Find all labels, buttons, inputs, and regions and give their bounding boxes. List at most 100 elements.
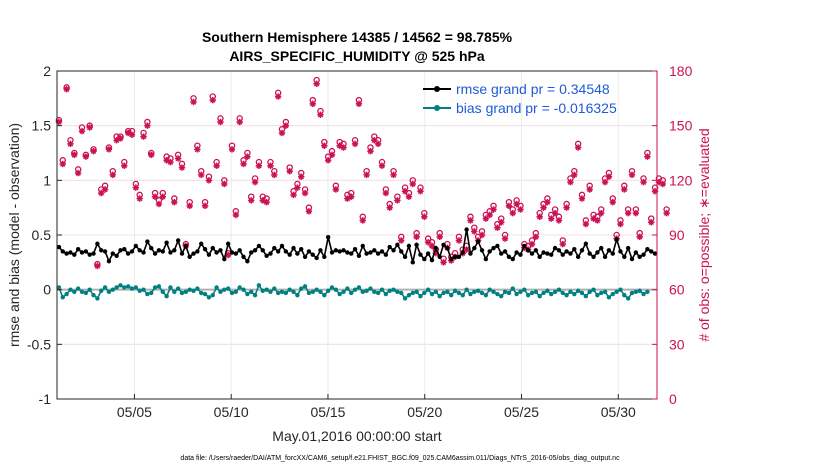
obs-evaluated-point	[363, 171, 370, 179]
rmse-point	[125, 251, 131, 256]
bias-point	[249, 289, 254, 295]
rmse-point	[56, 244, 62, 250]
rmse-point	[645, 247, 650, 252]
bias-point	[583, 294, 589, 299]
rmse-point	[445, 245, 450, 251]
obs-evaluated-point	[90, 147, 97, 155]
rmse-point	[387, 244, 392, 250]
bias-point	[372, 289, 377, 295]
rmse-point	[106, 259, 112, 264]
rmse-point	[383, 252, 389, 257]
rmse-point	[502, 249, 508, 254]
obs-evaluated-point	[217, 118, 224, 126]
obs-evaluated-point	[640, 178, 647, 186]
obs-evaluated-point	[78, 127, 86, 135]
obs-evaluated-point	[313, 80, 320, 87]
rmse-point	[318, 248, 323, 253]
bias-point	[452, 288, 458, 293]
obs-evaluated-point	[159, 193, 166, 200]
rmse-point	[199, 241, 204, 246]
obs-evaluated-point	[305, 208, 313, 215]
bias-point	[568, 289, 573, 295]
rmse-point	[468, 251, 473, 256]
rmse-point	[541, 250, 546, 255]
bias-point	[375, 290, 381, 296]
rmse-point	[552, 245, 558, 251]
rmse-point	[418, 252, 423, 257]
obs-evaluated-point	[317, 111, 324, 118]
rmse-point	[633, 250, 639, 255]
x-tick-label: 05/10	[214, 404, 249, 420]
rmse-point	[495, 243, 500, 249]
rmse-point	[306, 249, 312, 254]
bias-point	[218, 289, 223, 295]
obs-evaluated-point	[398, 237, 405, 244]
rmse-point	[210, 245, 215, 251]
rmse-point	[422, 256, 427, 262]
bias-point	[333, 287, 339, 292]
bias-point	[464, 287, 469, 292]
obs-evaluated-point	[501, 235, 509, 242]
obs-evaluated-point	[109, 171, 116, 179]
obs-evaluated-point	[544, 199, 551, 206]
obs-evaluated-point	[309, 100, 316, 107]
obs-evaluated-point	[355, 100, 363, 107]
bias-point	[602, 289, 608, 295]
rmse-point	[79, 250, 85, 255]
rmse-point	[399, 249, 404, 254]
obs-evaluated-point	[148, 151, 155, 159]
rmse-point	[118, 248, 123, 253]
rmse-point	[410, 260, 415, 265]
bias-point	[525, 292, 531, 298]
obs-evaluated-point	[140, 133, 147, 140]
bias-point	[195, 286, 200, 291]
rmse-point	[241, 254, 246, 260]
bias-point	[79, 289, 85, 295]
rmse-point	[356, 253, 362, 258]
obs-evaluated-point	[328, 151, 336, 159]
obs-evaluated-point	[486, 211, 493, 219]
obs-evaluated-point	[382, 189, 390, 197]
right-tick-label: 30	[669, 336, 685, 352]
rmse-point	[325, 234, 331, 240]
obs-evaluated-point	[324, 157, 332, 164]
legend-bias-marker	[434, 105, 440, 111]
obs-evaluated-point	[136, 195, 143, 202]
rmse-point	[579, 248, 585, 253]
bias-point	[87, 287, 92, 292]
rmse-point	[310, 252, 315, 257]
chart-subtitle: AIRS_SPECIFIC_HUMIDITY @ 525 hPa	[229, 48, 485, 64]
obs-evaluated-point	[244, 153, 251, 160]
obs-evaluated-point	[428, 242, 436, 250]
obs-evaluated-point	[540, 204, 547, 211]
obs-evaluated-point	[390, 171, 397, 179]
chart-title: Southern Hemisphere 14385 / 14562 = 98.7…	[202, 29, 513, 45]
rmse-point	[256, 243, 262, 249]
bias-point	[441, 290, 446, 296]
rmse-point	[345, 250, 350, 255]
bias-point	[241, 287, 246, 292]
obs-evaluated-point	[528, 240, 536, 248]
obs-evaluated-point	[205, 177, 213, 184]
bias-point	[287, 287, 292, 292]
bias-point	[75, 286, 81, 291]
rmse-point	[302, 254, 308, 260]
bias-point	[260, 288, 265, 293]
obs-evaluated-point	[255, 162, 263, 169]
rmse-point	[341, 248, 346, 253]
bias-point	[122, 285, 127, 290]
rmse-point	[218, 248, 223, 253]
rmse-point	[202, 247, 208, 252]
bias-point	[475, 288, 481, 293]
obs-evaluated-point	[386, 204, 393, 211]
bias-point	[337, 291, 342, 297]
x-tick-label: 05/05	[117, 404, 152, 420]
bias-point	[306, 290, 312, 296]
obs-evaluated-point	[586, 186, 593, 193]
obs-evaluated-point	[582, 220, 590, 228]
obs-evaluated-point	[536, 213, 543, 220]
bias-point	[141, 287, 146, 292]
obs-evaluated-point	[98, 189, 105, 197]
bias-point	[202, 291, 208, 297]
obs-evaluated-point	[282, 122, 290, 129]
